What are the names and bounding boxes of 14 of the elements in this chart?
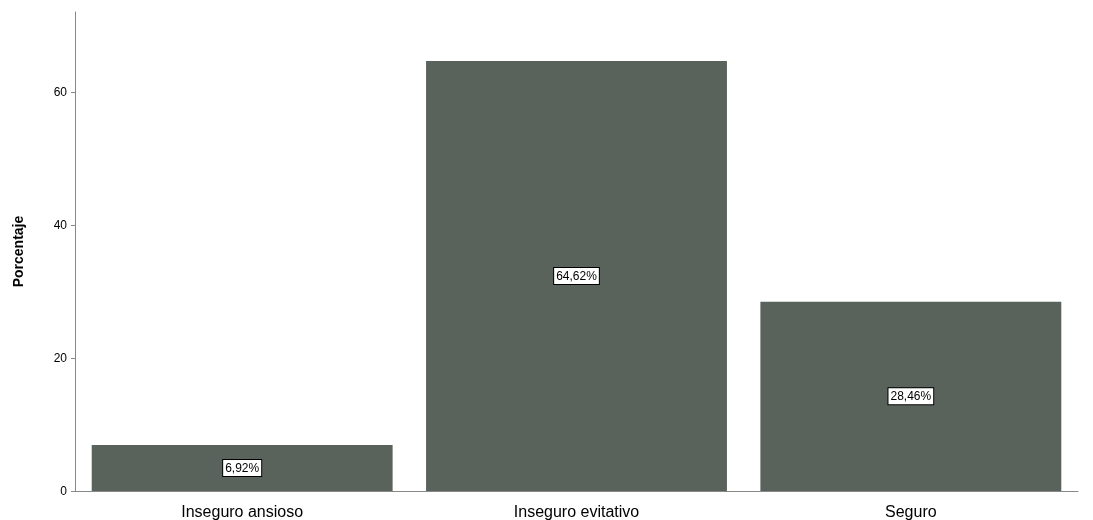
bar [760,301,1062,491]
data-label: 64,62% [556,269,598,284]
y-tick-label: 40 [53,217,68,232]
x-tick-label: Inseguro ansioso [181,502,304,520]
y-axis-title: Porcentaje [10,215,26,288]
x-tick-label: Seguro [885,502,937,520]
bar [91,444,393,491]
y-tick-label: 20 [53,350,68,365]
data-label: 28,46% [890,389,932,404]
x-tick-label: Inseguro evitativo [513,502,640,520]
y-tick-label: 0 [60,484,68,498]
y-tick-label: 60 [53,84,68,99]
data-label: 6,92% [225,460,260,475]
bar [426,61,727,491]
